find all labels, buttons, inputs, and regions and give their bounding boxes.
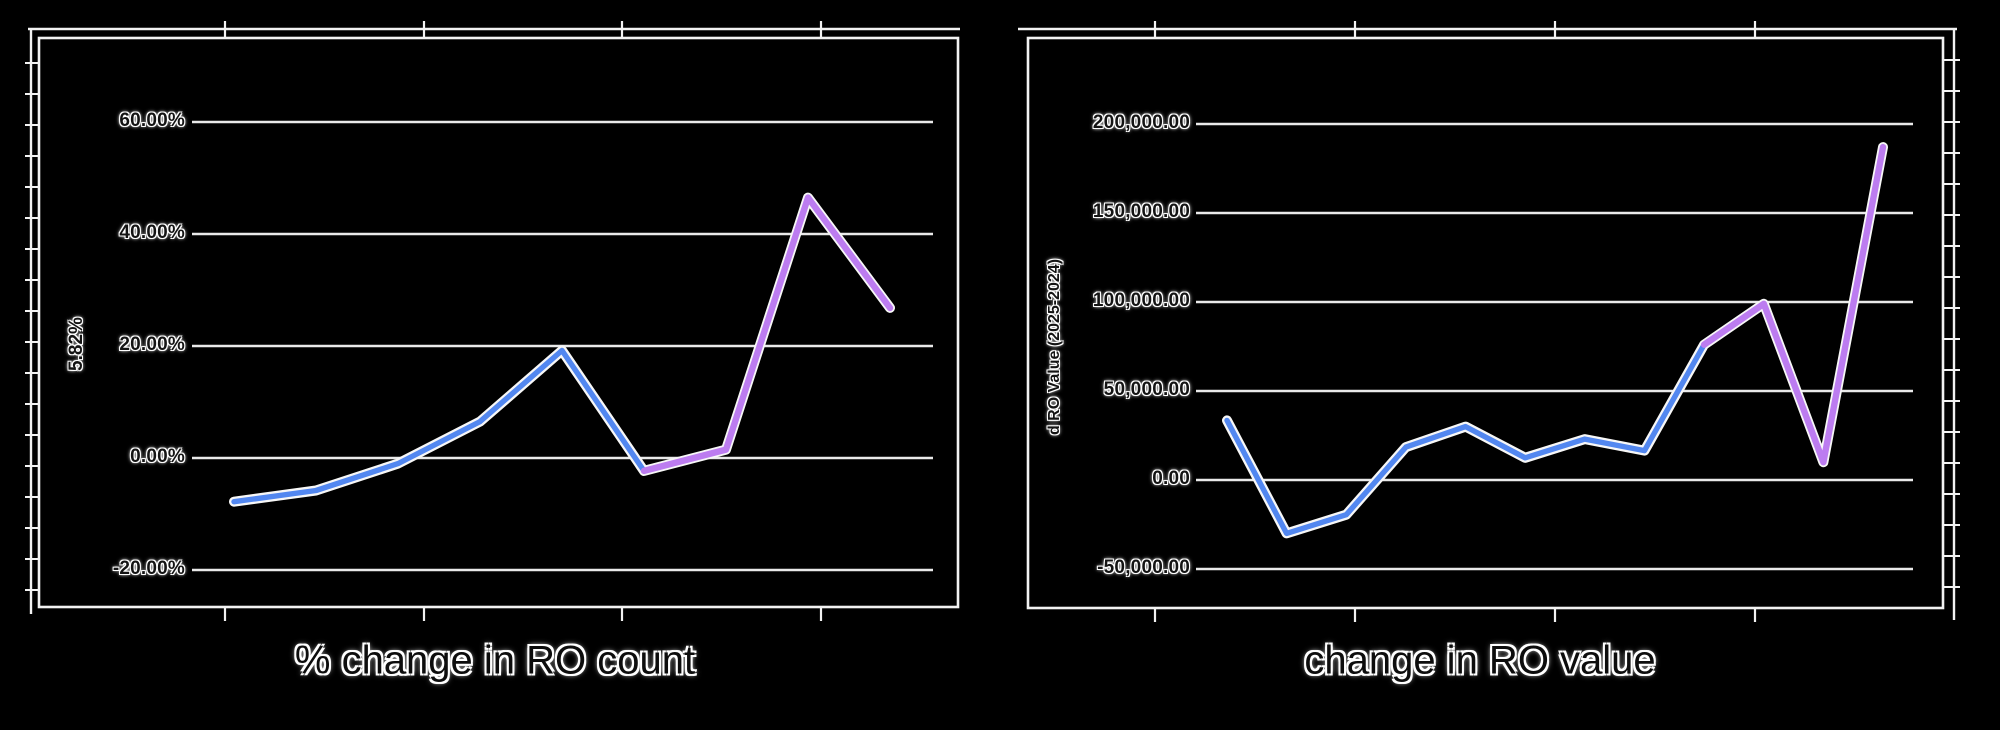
ro-count-plot [25,21,960,621]
y-tick-label: 200,000.00 [1092,112,1190,133]
y-tick-label: 0.00 [1152,468,1190,489]
series-line-blue [231,347,647,505]
y-tick-label: 60.00% [119,110,185,131]
series-line-purple [640,194,894,475]
y-tick-label: 40.00% [119,222,185,243]
plot-frame [37,36,960,609]
series-halo [1222,142,1888,539]
y-tick-label: 20.00% [119,334,185,355]
y-tick-label: 50,000.00 [1103,379,1190,400]
right-y-axis-title: d RO Value (2025-2024) [1046,258,1063,436]
y-tick-label: 0.00% [130,446,185,467]
left-chart-title: % change in RO count [294,638,696,683]
series-line-purple [1700,143,1887,466]
series-line-blue [1224,342,1707,537]
ro-value-plot [1018,21,1960,622]
right-chart-title: change in RO value [1304,638,1656,683]
plot-frame [1026,36,1945,610]
y-tick-label: -20.00% [112,558,185,579]
y-tick-label: 100,000.00 [1092,290,1190,311]
y-tick-label: -50,000.00 [1097,557,1190,578]
y-tick-label: 150,000.00 [1092,201,1190,222]
